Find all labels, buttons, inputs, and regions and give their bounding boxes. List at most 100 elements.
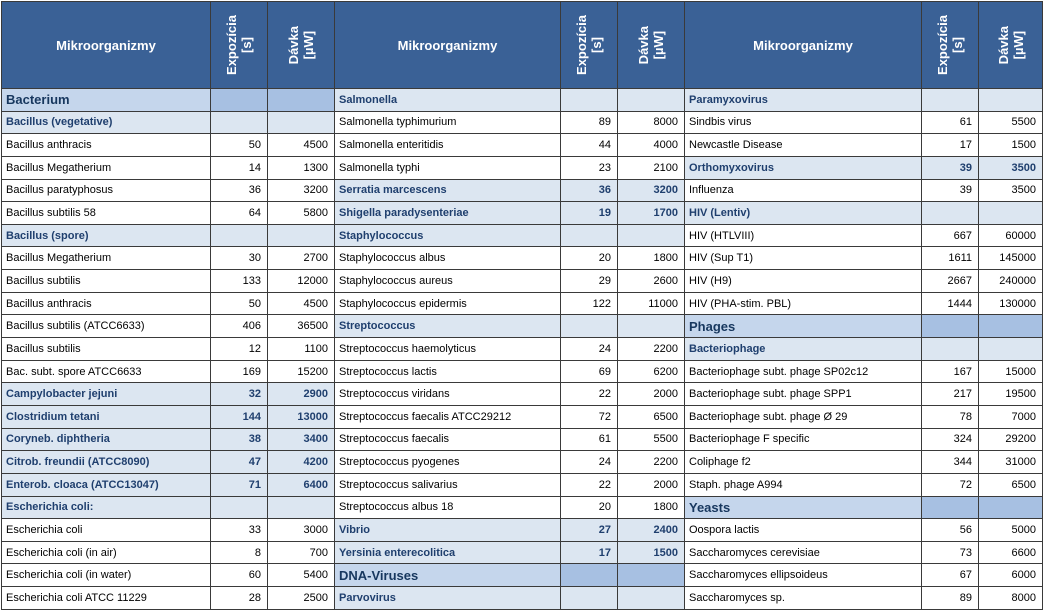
organism-name: Bacteriophage F specific — [684, 427, 922, 452]
header-line: [s] — [950, 37, 965, 53]
exposure-value — [210, 88, 268, 112]
exposure-value — [210, 223, 268, 248]
exposure-value — [921, 314, 979, 339]
organism-name: Bacterium — [1, 88, 211, 112]
organism-name: Escherichia coli — [1, 518, 211, 542]
dose-value: 15200 — [267, 359, 335, 384]
organism-name: Escherichia coli (in water) — [1, 563, 211, 588]
dose-value: 2200 — [617, 337, 685, 361]
table-row: Bacillus anthracis 50 4500 Staphylococcus e… — [1, 291, 1043, 316]
table-row: Bacillus subtilis 12 1100 Streptococcus hae… — [1, 337, 1043, 361]
organism-name: Bacillus Megatherium — [1, 246, 211, 271]
header-exposure: Expozícia [s] — [210, 1, 268, 89]
exposure-value: 78 — [921, 404, 979, 429]
header-line: Dávka — [995, 25, 1011, 65]
table-row: Bacillus subtilis 133 12000 Staphylococcus … — [1, 269, 1043, 293]
organism-name: Influenza — [684, 178, 922, 203]
organism-name: Streptococcus haemolyticus — [334, 337, 561, 361]
organism-name: Streptococcus pyogenes — [334, 450, 561, 474]
dose-value: 31000 — [978, 450, 1043, 474]
header-dose: Dávka [µW] — [267, 1, 335, 89]
header-line: [µW] — [1010, 30, 1026, 60]
table-row: Clostridium tetani 144 13000 Streptococcus … — [1, 404, 1043, 429]
dose-value: 2400 — [617, 518, 685, 542]
exposure-value: 167 — [921, 359, 979, 384]
exposure-value: 2667 — [921, 269, 979, 293]
exposure-value: 47 — [210, 450, 268, 474]
organism-name: Salmonella enteritidis — [334, 133, 561, 157]
exposure-value: 1444 — [921, 291, 979, 316]
organism-name: Escherichia coli: — [1, 495, 211, 520]
dose-value: 1500 — [617, 540, 685, 565]
dose-value: 12000 — [267, 269, 335, 293]
exposure-value — [560, 314, 618, 339]
exposure-value: 14 — [210, 155, 268, 180]
exposure-value: 71 — [210, 472, 268, 497]
organism-name: Phages — [684, 314, 922, 339]
exposure-value: 50 — [210, 133, 268, 157]
dose-value: 1800 — [617, 246, 685, 271]
organism-name: Parvovirus — [334, 586, 561, 610]
organism-name: Staphylococcus epidermis — [334, 291, 561, 316]
organism-name: Serratia marcescens — [334, 178, 561, 203]
dose-value: 11000 — [617, 291, 685, 316]
organism-name: HIV (Lentiv) — [684, 201, 922, 225]
exposure-value: 19 — [560, 201, 618, 225]
organism-name: HIV (HTLVIII) — [684, 223, 922, 248]
exposure-value: 12 — [210, 337, 268, 361]
dose-value: 1700 — [617, 201, 685, 225]
dose-value: 6500 — [978, 472, 1043, 497]
header-dose: Dávka [µW] — [617, 1, 685, 89]
exposure-value: 50 — [210, 291, 268, 316]
organism-name: Bacillus anthracis — [1, 291, 211, 316]
dose-value — [267, 88, 335, 112]
dose-value: 5800 — [267, 201, 335, 225]
dose-value: 6600 — [978, 540, 1043, 565]
organism-name: Bacillus paratyphosus — [1, 178, 211, 203]
exposure-value: 20 — [560, 246, 618, 271]
dose-value — [617, 88, 685, 112]
table-row: Bacterium Salmonella Paramyxovirus — [1, 88, 1043, 112]
exposure-value — [560, 563, 618, 588]
dose-value: 1500 — [978, 133, 1043, 157]
organism-name: Bacillus subtilis 58 — [1, 201, 211, 225]
dose-value: 2900 — [267, 382, 335, 406]
exposure-value: 24 — [560, 450, 618, 474]
organism-name: Bacillus subtilis — [1, 337, 211, 361]
exposure-value: 60 — [210, 563, 268, 588]
organism-name: Enterob. cloaca (ATCC13047) — [1, 472, 211, 497]
dose-value: 2600 — [617, 269, 685, 293]
organism-name: Salmonella — [334, 88, 561, 112]
dose-value: 29200 — [978, 427, 1043, 452]
dose-value: 240000 — [978, 269, 1043, 293]
table-row: Bacillus Megatherium 14 1300 Salmonella typ… — [1, 155, 1043, 180]
exposure-value: 64 — [210, 201, 268, 225]
dose-value — [617, 563, 685, 588]
exposure-value: 217 — [921, 382, 979, 406]
organism-name: Saccharomyces ellipsoideus — [684, 563, 922, 588]
dose-value: 3500 — [978, 178, 1043, 203]
dose-value — [267, 223, 335, 248]
organism-name: Staphylococcus — [334, 223, 561, 248]
dose-value: 13000 — [267, 404, 335, 429]
exposure-value — [560, 88, 618, 112]
exposure-value: 169 — [210, 359, 268, 384]
exposure-value: 61 — [560, 427, 618, 452]
organism-name: Salmonella typhimurium — [334, 110, 561, 135]
organism-name: Bacillus Megatherium — [1, 155, 211, 180]
exposure-value: 39 — [921, 178, 979, 203]
dose-value: 1300 — [267, 155, 335, 180]
table-row: Bacillus subtilis 58 64 5800 Shigella parad… — [1, 201, 1043, 225]
exposure-value: 39 — [921, 155, 979, 180]
exposure-value: 133 — [210, 269, 268, 293]
dose-value: 4500 — [267, 133, 335, 157]
exposure-value — [560, 223, 618, 248]
dose-value: 5500 — [617, 427, 685, 452]
header-dose: Dávka [µW] — [978, 1, 1043, 89]
organism-name: Coliphage f2 — [684, 450, 922, 474]
organism-name: Bacillus subtilis — [1, 269, 211, 293]
organism-name: Saccharomyces cerevisiae — [684, 540, 922, 565]
exposure-value: 17 — [560, 540, 618, 565]
exposure-value: 72 — [560, 404, 618, 429]
exposure-value: 22 — [560, 472, 618, 497]
